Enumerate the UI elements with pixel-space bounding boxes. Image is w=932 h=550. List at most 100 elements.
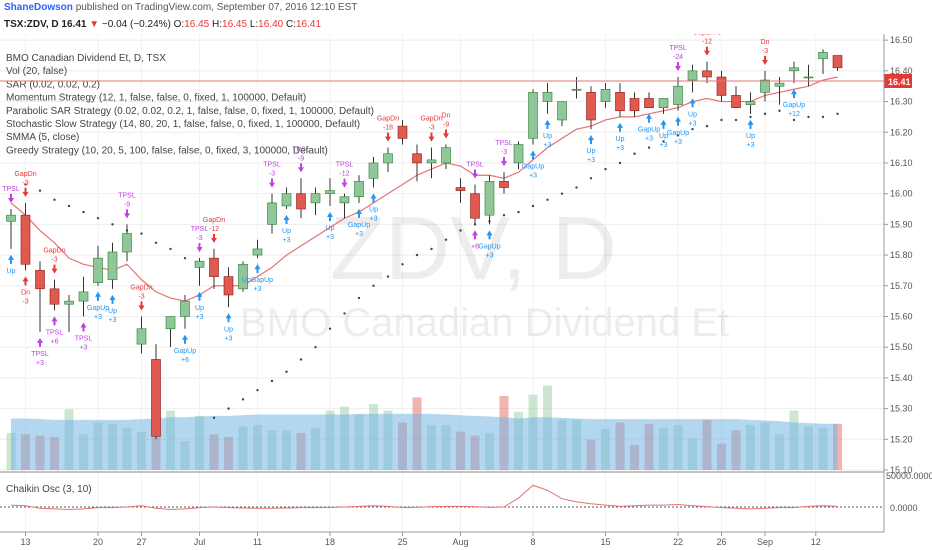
candle-body — [644, 98, 654, 108]
candle-body — [49, 288, 60, 305]
up-arrow-icon — [51, 316, 58, 326]
sar-dot — [575, 186, 578, 189]
candle-body — [818, 52, 828, 59]
up-arrow-icon — [675, 116, 681, 126]
down-arrow-icon — [124, 209, 130, 219]
marker-label: -3 — [138, 293, 144, 300]
y-tick-label: 15.70 — [890, 281, 913, 291]
low-value: 16.40 — [258, 19, 284, 30]
marker-label: GapUp — [522, 164, 544, 171]
y-tick-label: 16.00 — [890, 189, 913, 199]
candle-body — [484, 181, 495, 216]
x-tick-label: 27 — [136, 537, 146, 547]
marker-label: TPSL — [2, 186, 20, 193]
candle-body — [6, 214, 16, 222]
open-label: O: — [173, 19, 185, 30]
sar-dot — [531, 204, 535, 208]
marker-label: +3 — [660, 142, 668, 149]
marker-label: GapUp — [783, 102, 805, 109]
legend-item: Parabolic SAR Strategy (0.02, 0.02, 0.2,… — [6, 106, 374, 117]
marker-label: GapDn — [14, 171, 36, 178]
marker-label: TPSL — [495, 140, 513, 147]
marker-label: TPSL — [336, 162, 354, 169]
down-arrow-icon — [22, 187, 29, 197]
candle-body — [368, 162, 379, 179]
x-tick-label: 13 — [20, 537, 30, 547]
volume-ma-area — [11, 413, 838, 470]
symbol-info: TSX:ZDV, D 16.41 ▼ −0.04 (−0.24%) O:16.4… — [4, 19, 932, 30]
candle-body — [339, 196, 350, 204]
marker-label: TPSL — [118, 192, 136, 199]
chaikin-osc-line — [10, 484, 838, 511]
candle-body — [93, 257, 103, 284]
marker-label: +6 — [471, 243, 479, 250]
marker-label: +3 — [544, 142, 552, 149]
marker-label: Up — [746, 133, 755, 140]
up-arrow-icon — [327, 211, 333, 221]
change-down-icon: ▼ — [89, 19, 100, 30]
candle-body — [803, 76, 814, 79]
candle-body — [397, 125, 408, 139]
indicator-legend: BMO Canadian Dividend Et, D, TSX Vol (20,… — [6, 53, 374, 156]
marker-label: TPSL — [191, 226, 209, 233]
price-chart[interactable]: ZDV, D BMO Canadian Dividend Et UpTPSL-3… — [0, 34, 932, 550]
price-tag — [884, 74, 912, 88]
author-link[interactable]: ShaneDowson — [4, 2, 73, 13]
down-arrow-icon — [472, 169, 478, 179]
sar-dot — [560, 192, 564, 195]
y-tick-label: 16.30 — [890, 97, 913, 107]
up-arrow-icon — [283, 215, 290, 225]
marker-label: +3 — [36, 360, 44, 367]
osc-top-tick: 50000.0000 — [886, 471, 932, 481]
low-label: L: — [249, 19, 259, 30]
volume-bars — [6, 382, 842, 470]
candle-body — [310, 193, 321, 204]
candles — [6, 49, 843, 440]
down-arrow-icon — [675, 61, 681, 71]
marker-label: GapUp — [478, 243, 500, 250]
candle-body — [223, 276, 234, 296]
marker-label: -9 — [443, 122, 449, 129]
legend-item: Greedy Strategy (10, 20, 5, 100, false, … — [6, 145, 328, 156]
candle-body — [35, 270, 45, 290]
up-arrow-icon — [22, 276, 29, 286]
marker-label: TPSL — [75, 335, 93, 342]
marker-label: +3 — [283, 237, 291, 244]
up-arrow-icon — [356, 208, 362, 218]
candle-body — [325, 190, 335, 194]
symbol-label: TSX:ZDV, D — [4, 19, 59, 30]
down-arrow-icon — [138, 301, 145, 311]
sar-dot — [691, 127, 694, 131]
marker-label: GapDn-3 — [693, 34, 722, 37]
down-arrow-icon — [704, 46, 710, 56]
sar-dot — [763, 112, 767, 116]
y-tick-label: 16.40 — [890, 66, 913, 76]
up-arrow-icon — [660, 119, 667, 129]
sar-dot — [401, 263, 404, 266]
down-arrow-icon — [8, 194, 14, 204]
marker-label: Up — [543, 133, 552, 140]
marker-label: +6 — [181, 357, 189, 364]
candle-body — [629, 98, 640, 112]
marker-label: GapUp — [174, 348, 196, 355]
up-arrow-icon — [80, 322, 87, 332]
y-tick-label: 15.40 — [890, 373, 913, 383]
marker-label: GapUp — [638, 127, 660, 134]
sar-dot — [314, 345, 317, 349]
sar-dot — [633, 152, 636, 155]
y-tick-label: 15.60 — [890, 311, 913, 321]
marker-label: GapDn — [203, 217, 225, 224]
up-arrow-icon — [486, 230, 493, 240]
marker-label: +3 — [587, 157, 595, 164]
x-tick-label: 15 — [600, 537, 610, 547]
up-arrow-icon — [196, 291, 203, 301]
legend-item: BMO Canadian Dividend Et, D, TSX — [6, 53, 166, 64]
candle-body — [296, 193, 306, 210]
sar-dot — [589, 177, 593, 180]
x-tick-label: 25 — [397, 537, 407, 547]
down-arrow-icon — [196, 243, 203, 253]
marker-label: +3 — [94, 314, 102, 321]
marker-label: Up — [282, 228, 291, 235]
up-arrow-icon — [225, 313, 232, 323]
